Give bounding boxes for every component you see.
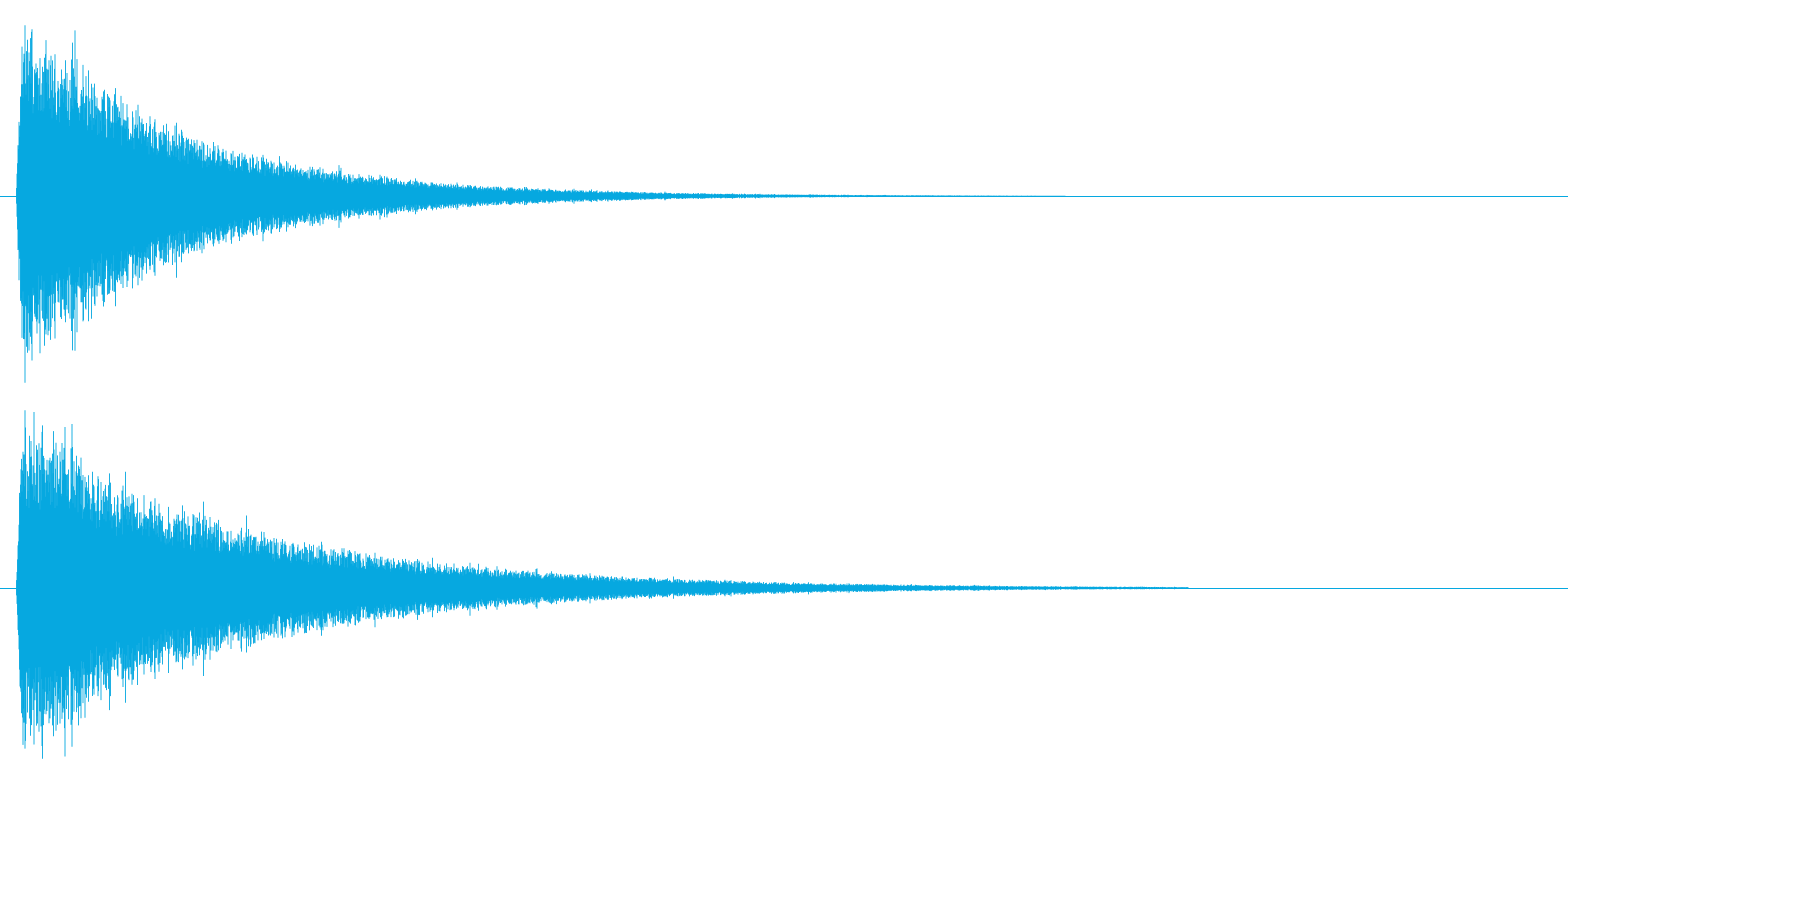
waveform-view [0,25,1568,759]
waveform-canvas [0,25,1568,759]
left-channel-waveform [0,25,1568,383]
right-channel-waveform [0,410,1568,759]
right-channel-signal [16,410,1189,759]
left-channel-signal [16,25,1066,383]
